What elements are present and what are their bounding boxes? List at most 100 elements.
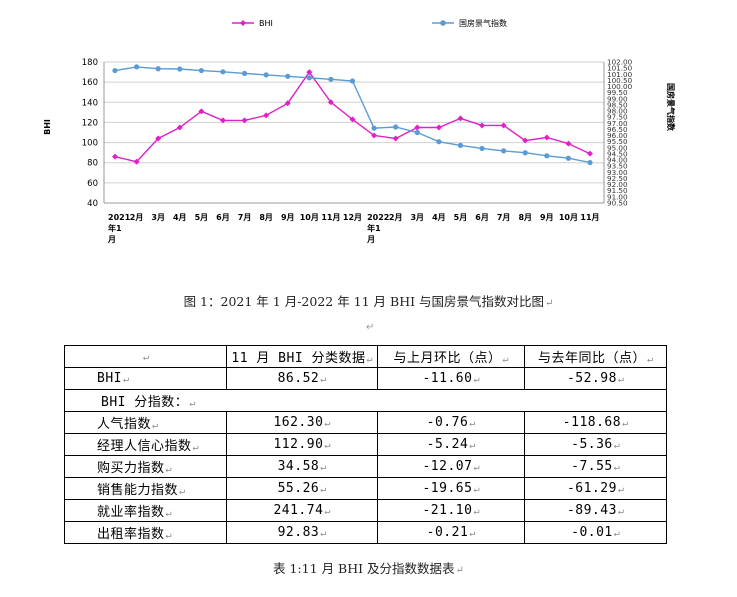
table-cell: 92.83↵ (226, 521, 379, 544)
table-row: 经理人信心指数↵ 112.90↵ -5.24↵ -5.36↵ (63, 433, 667, 456)
data-point-bhi (414, 124, 421, 131)
y2-tick-label: 99.50 (607, 88, 628, 97)
x-tick-label: 10月 (300, 213, 319, 222)
data-point-bhi (349, 116, 356, 123)
data-point-housing-index (479, 145, 485, 152)
table-header-cell: 与上月环比（点）↵ (377, 345, 526, 368)
x-tick-label: 11月 (321, 213, 340, 222)
table-row-bhi: BHI↵ 86.52↵ -11.60↵ -52.98↵ (63, 367, 667, 390)
table-cell: -11.60↵ (377, 367, 526, 390)
x-tick-label: 8月 (259, 213, 273, 222)
y2-tick-label: 100.00 (607, 82, 633, 91)
x-tick-label: 12月 (343, 213, 362, 222)
x-tick-label: 8月 (518, 213, 532, 222)
y-tick-label: 120 (82, 118, 98, 128)
table-cell: -21.10↵ (377, 499, 526, 522)
bhi-data-table: ↵ 11 月 BHI 分类数据↵ 与上月环比（点）↵ 与去年同比（点）↵ BHI… (63, 345, 667, 544)
y2-tick-label: 94.50 (607, 149, 628, 158)
figure-caption: 图 1：2021 年 1 月-2022 年 11 月 BHI 与国房景气指数对比… (183, 294, 554, 309)
data-point-housing-index (306, 75, 312, 81)
x-tick-label: 年1 (108, 223, 122, 233)
y2-tick-label: 96.00 (607, 131, 628, 140)
y2-tick-label: 99.00 (607, 94, 628, 103)
y2-tick-label: 98.00 (607, 107, 628, 116)
y-tick-label: 60 (87, 179, 98, 189)
table-cell: -52.98↵ (524, 367, 667, 390)
y-tick-label: 160 (82, 78, 98, 88)
x-tick-label: 2021 (108, 213, 131, 222)
y2-tick-label: 95.00 (607, 143, 628, 152)
y2-tick-label: 97.50 (607, 113, 628, 122)
data-point-bhi (500, 122, 507, 129)
data-point-bhi (306, 69, 313, 76)
y2-tick-label: 95.50 (607, 137, 628, 146)
data-point-housing-index (198, 67, 204, 74)
legend-label: BHI (259, 19, 273, 28)
table-header-row: ↵ 11 月 BHI 分类数据↵ 与上月环比（点）↵ 与去年同比（点）↵ (63, 345, 667, 368)
table-cell: -19.65↵ (377, 477, 526, 500)
data-point-housing-index (155, 66, 161, 72)
x-tick-label: 6月 (475, 213, 489, 222)
data-point-bhi (457, 115, 464, 122)
x-tick-label: 2月 (389, 213, 403, 222)
y2-tick-label: 101.50 (607, 64, 633, 73)
data-point-housing-index (263, 72, 269, 78)
data-point-housing-index (177, 66, 183, 72)
data-point-bhi (392, 135, 399, 142)
data-point-housing-index (133, 64, 140, 70)
table-cell: -7.55↵ (524, 455, 667, 478)
table-cell: -5.24↵ (377, 433, 526, 456)
table-cell: -0.01↵ (524, 521, 667, 544)
paragraph-mark: ↵ (366, 322, 375, 333)
y2-tick-label: 98.50 (607, 100, 628, 109)
table-header-cell: 与去年同比（点）↵ (524, 345, 667, 368)
data-point-housing-index (349, 78, 356, 84)
table-row-group-label: BHI 分指数：↵ (64, 389, 667, 412)
y2-tick-label: 92.50 (607, 174, 628, 183)
data-point-bhi (263, 112, 270, 119)
data-point-bhi (587, 150, 593, 157)
data-point-housing-index (112, 67, 118, 74)
data-point-housing-index (501, 148, 507, 154)
table-row: 购买力指数↵ 34.58↵ -12.07↵ -7.55↵ (63, 455, 667, 478)
y2-tick-label: 93.50 (607, 162, 628, 171)
table-cell: -12.07↵ (377, 455, 526, 478)
x-tick-label: 6月 (216, 213, 230, 222)
y2-tick-label: 91.00 (607, 192, 628, 201)
y-tick-label: 140 (82, 98, 98, 108)
data-point-bhi (155, 135, 162, 142)
data-point-housing-index (241, 70, 248, 77)
data-point-housing-index (436, 139, 442, 145)
y-tick-label: 100 (82, 139, 98, 149)
bhi-comparison-chart: BHI 国房景气指数 40 60 80 100 120 140 160 180 90.5091.0… (43, 18, 676, 245)
chart-legend: BHI 国房景气指数 (232, 18, 507, 28)
data-point-housing-index (285, 73, 291, 79)
y2-tick-label: 94.00 (607, 156, 628, 165)
table-row-label: 经理人信心指数↵ (63, 433, 228, 456)
table-cell: 112.90↵ (226, 433, 379, 456)
data-point-housing-index (220, 69, 226, 75)
table-cell: -5.36↵ (524, 433, 667, 456)
data-point-bhi (565, 140, 572, 147)
table-row-label: 购买力指数↵ (63, 455, 228, 478)
data-point-bhi (219, 117, 226, 124)
table-cell: 86.52↵ (226, 367, 379, 390)
table-cell: -0.21↵ (377, 521, 526, 544)
legend-marker (240, 20, 246, 26)
data-point-bhi (371, 132, 378, 139)
y2-tick-label: 100.50 (607, 76, 633, 85)
chart-series (112, 64, 593, 166)
data-point-housing-index (393, 124, 399, 130)
chart-axes: 40 60 80 100 120 140 160 180 90.5091.0091.5092.0… (43, 58, 676, 245)
data-point-housing-index (457, 142, 464, 148)
x-tick-label: 2022 (367, 213, 389, 222)
data-point-bhi (112, 153, 118, 160)
x-tick-label: 10月 (559, 213, 578, 222)
y2-axis-title: 国房景气指数 (666, 83, 676, 132)
data-point-bhi (198, 108, 205, 115)
y2-tick-label: 96.50 (607, 125, 628, 134)
x-tick-label: 3月 (151, 213, 165, 222)
x-tick-label: 3月 (410, 213, 424, 222)
data-point-bhi (522, 137, 529, 144)
y2-tick-label: 90.50 (607, 199, 628, 208)
